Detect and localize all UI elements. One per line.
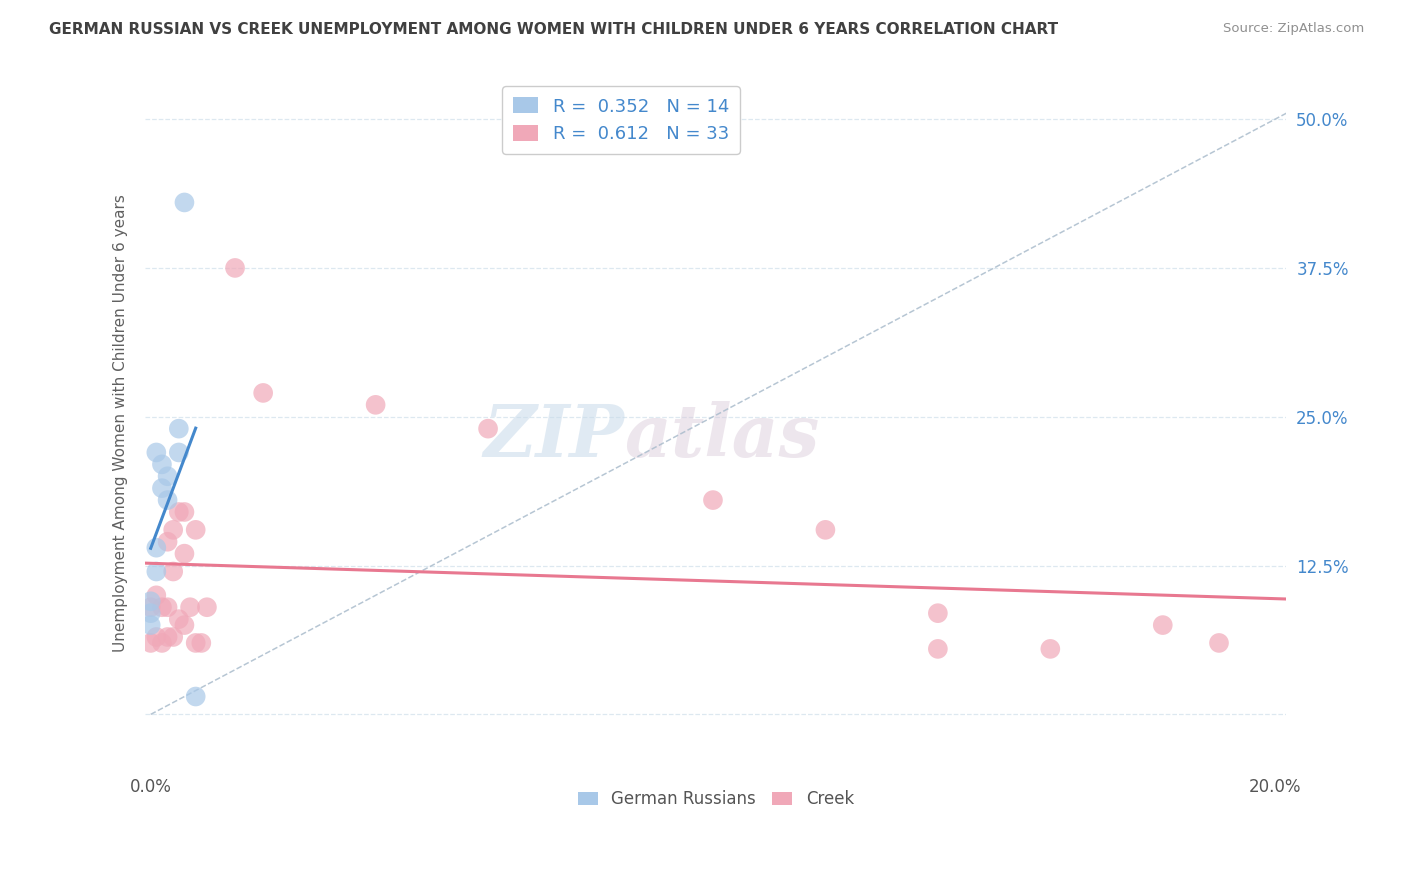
Point — [184, 523, 207, 537]
Point — [252, 386, 274, 401]
Point — [173, 547, 195, 561]
Point — [162, 523, 184, 537]
Point — [156, 534, 179, 549]
Text: GERMAN RUSSIAN VS CREEK UNEMPLOYMENT AMONG WOMEN WITH CHILDREN UNDER 6 YEARS COR: GERMAN RUSSIAN VS CREEK UNEMPLOYMENT AMO… — [49, 22, 1059, 37]
Point — [173, 505, 195, 519]
Point — [150, 600, 173, 615]
Point — [156, 469, 179, 483]
Point — [150, 458, 173, 472]
Point — [1152, 618, 1174, 632]
Point — [814, 523, 837, 537]
Point — [150, 481, 173, 495]
Point — [224, 260, 246, 275]
Point — [156, 600, 179, 615]
Point — [167, 422, 190, 436]
Point — [139, 606, 162, 620]
Legend: German Russians, Creek: German Russians, Creek — [571, 783, 860, 815]
Point — [150, 636, 173, 650]
Point — [927, 641, 949, 656]
Point — [139, 618, 162, 632]
Y-axis label: Unemployment Among Women with Children Under 6 years: Unemployment Among Women with Children U… — [114, 194, 128, 652]
Point — [190, 636, 212, 650]
Point — [702, 493, 724, 508]
Point — [173, 195, 195, 210]
Point — [162, 565, 184, 579]
Point — [139, 594, 162, 608]
Point — [139, 600, 162, 615]
Point — [167, 612, 190, 626]
Point — [184, 636, 207, 650]
Point — [1208, 636, 1230, 650]
Point — [179, 600, 201, 615]
Text: Source: ZipAtlas.com: Source: ZipAtlas.com — [1223, 22, 1364, 36]
Text: ZIP: ZIP — [484, 401, 624, 472]
Text: atlas: atlas — [624, 401, 820, 472]
Point — [195, 600, 218, 615]
Point — [167, 445, 190, 459]
Point — [1039, 641, 1062, 656]
Point — [927, 606, 949, 620]
Point — [184, 690, 207, 704]
Point — [167, 505, 190, 519]
Point — [145, 565, 167, 579]
Point — [145, 588, 167, 602]
Point — [145, 445, 167, 459]
Point — [145, 630, 167, 644]
Point — [139, 636, 162, 650]
Point — [156, 630, 179, 644]
Point — [364, 398, 387, 412]
Point — [145, 541, 167, 555]
Point — [477, 422, 499, 436]
Point — [162, 630, 184, 644]
Point — [156, 493, 179, 508]
Point — [173, 618, 195, 632]
